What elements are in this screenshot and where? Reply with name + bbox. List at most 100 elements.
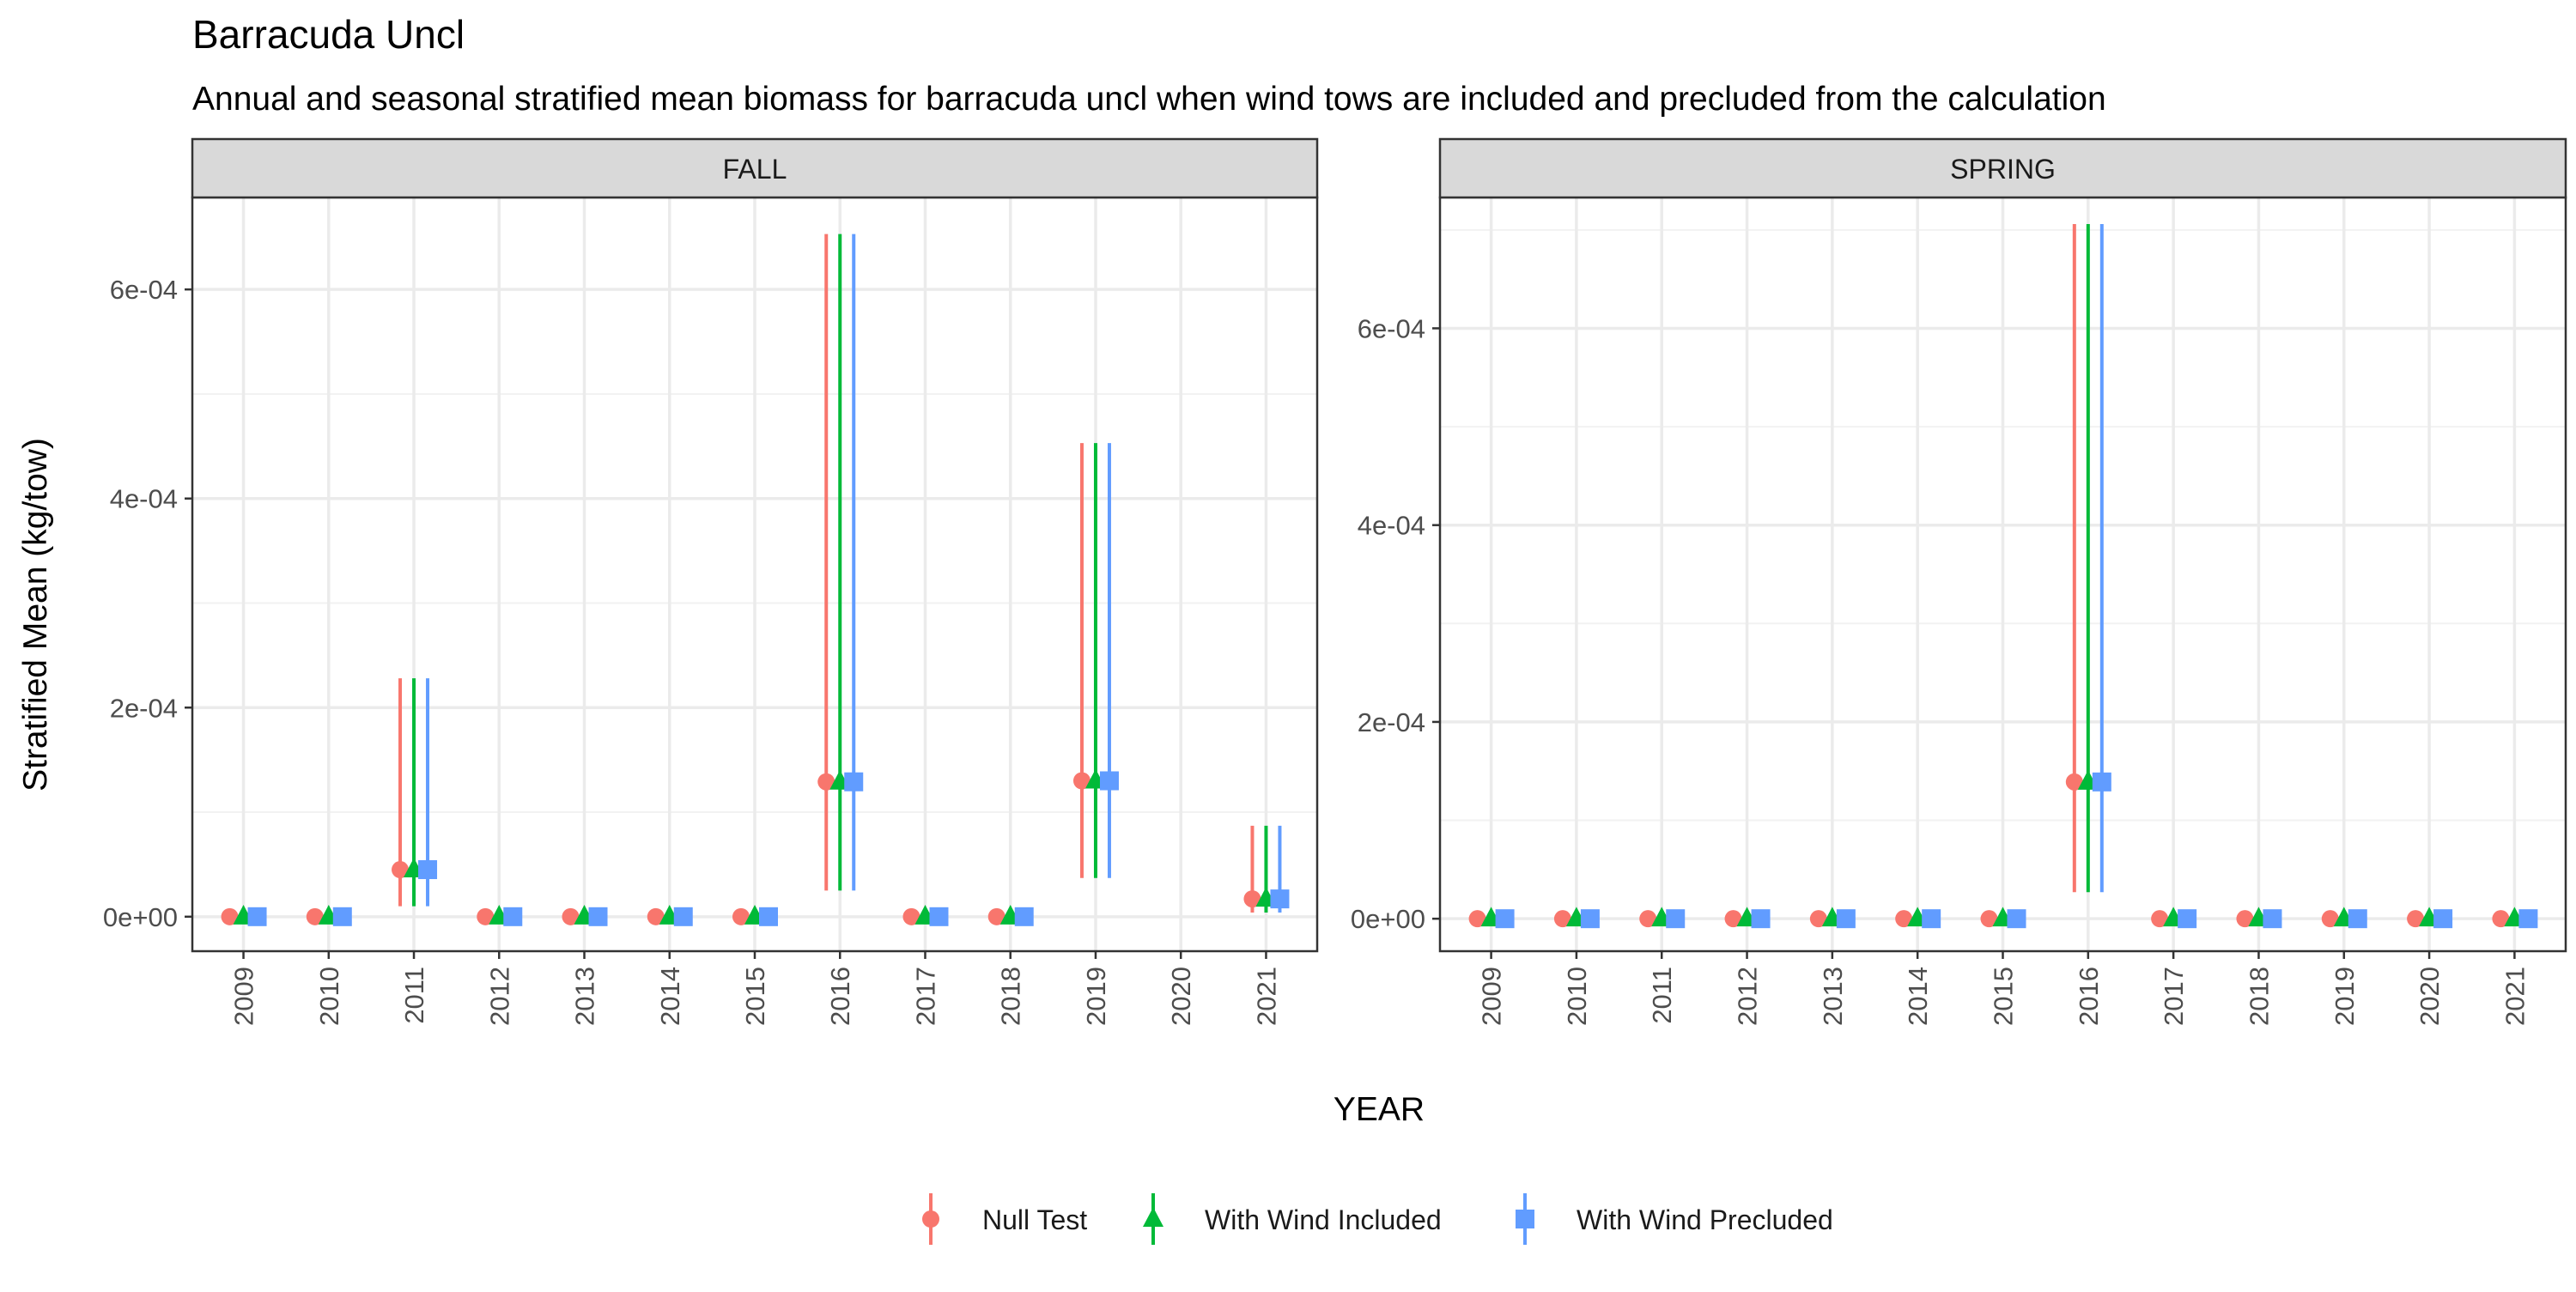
y-axis-label: Stratified Mean (kg/tow) <box>17 438 54 792</box>
x-tick-label: 2014 <box>655 967 685 1026</box>
data-point <box>2433 909 2453 929</box>
data-point <box>2321 910 2339 928</box>
data-point <box>2518 909 2538 929</box>
x-tick-label: 2016 <box>825 967 855 1026</box>
x-tick-label: 2014 <box>1903 967 1933 1026</box>
data-point <box>332 907 352 926</box>
x-tick-label: 2015 <box>740 967 770 1026</box>
x-tick-label: 2010 <box>1562 967 1592 1026</box>
y-tick-label: 2e-04 <box>110 693 178 723</box>
data-point <box>221 907 239 925</box>
x-tick-label: 2021 <box>1251 967 1281 1026</box>
chart-title: Barracuda Uncl <box>192 12 465 57</box>
data-point <box>2092 772 2111 792</box>
x-tick-label: 2016 <box>2074 967 2104 1026</box>
data-point <box>844 772 864 792</box>
data-point <box>1468 910 1486 928</box>
legend-item: With Wind Precluded <box>1516 1193 1833 1245</box>
x-tick-label: 2011 <box>399 967 429 1024</box>
data-point <box>1922 909 1941 929</box>
data-point <box>1072 772 1091 790</box>
data-point <box>1666 909 1686 929</box>
x-tick-label: 2015 <box>1989 967 2019 1026</box>
data-point <box>2151 910 2169 928</box>
x-tick-label: 2018 <box>2244 967 2274 1026</box>
data-point <box>562 907 580 925</box>
data-point <box>306 907 324 925</box>
x-tick-label: 2020 <box>1166 967 1196 1026</box>
panel-fall: FALL 0e+00 2e-04 4e-04 6e-04 2009 2010 2011 2012… <box>103 137 1319 1026</box>
x-axis-label: YEAR <box>1334 1091 1425 1128</box>
data-point <box>2263 909 2282 929</box>
legend-key-marker <box>1143 1207 1163 1227</box>
data-point <box>1243 890 1261 908</box>
x-tick-label: 2018 <box>996 967 1026 1026</box>
x-tick-label: 2021 <box>2500 967 2530 1026</box>
legend-key-marker <box>922 1210 939 1228</box>
x-tick-label: 2012 <box>1733 967 1763 1026</box>
legend-label: With Wind Precluded <box>1577 1204 1833 1235</box>
data-point <box>2407 910 2425 928</box>
data-point <box>759 907 778 926</box>
data-point <box>503 907 523 926</box>
facet-strip <box>191 137 1319 199</box>
data-point <box>1639 910 1657 928</box>
data-point <box>392 861 410 879</box>
data-point <box>1836 909 1856 929</box>
data-point <box>247 907 267 926</box>
facet-strip <box>1438 137 2567 199</box>
data-point <box>817 773 835 791</box>
legend-key-marker <box>1516 1210 1534 1228</box>
x-tick-label: 2009 <box>1477 967 1507 1026</box>
panel-spring: SPRING 0e+00 2e-04 4e-04 6e-04 2009 2010 2011 20… <box>1351 137 2567 1026</box>
data-point <box>732 907 750 925</box>
data-point <box>1014 907 1034 926</box>
data-point <box>2065 773 2083 791</box>
x-tick-label: 2017 <box>2159 967 2189 1026</box>
y-tick-label: 0e+00 <box>103 902 178 932</box>
y-tick-label: 0e+00 <box>1351 904 1425 934</box>
data-point <box>1895 910 1913 928</box>
x-tick-label: 2010 <box>314 967 344 1026</box>
data-point <box>1751 909 1771 929</box>
x-tick-label: 2017 <box>910 967 940 1026</box>
data-point <box>1809 910 1827 928</box>
data-point <box>477 907 495 925</box>
x-tick-label: 2019 <box>2330 967 2360 1026</box>
data-point <box>2007 909 2026 929</box>
data-point <box>902 907 920 925</box>
legend-item: Null Test <box>922 1193 1087 1245</box>
data-point <box>987 907 1005 925</box>
panels: FALL 0e+00 2e-04 4e-04 6e-04 2009 2010 2011 2012… <box>103 137 2567 1026</box>
data-point <box>647 907 665 925</box>
facet-strip-label: FALL <box>723 154 787 185</box>
data-point <box>1270 889 1290 909</box>
data-point <box>2492 910 2510 928</box>
y-tick-label: 2e-04 <box>1358 707 1425 737</box>
data-point <box>1724 910 1742 928</box>
x-tick-label: 2013 <box>1818 967 1848 1026</box>
y-tick-label: 4e-04 <box>110 484 178 514</box>
data-point <box>588 907 608 926</box>
x-tick-label: 2020 <box>2415 967 2445 1026</box>
data-point <box>673 907 693 926</box>
legend-label: Null Test <box>982 1204 1087 1235</box>
legend-item: With Wind Included <box>1143 1193 1442 1245</box>
chart-subtitle: Annual and seasonal stratified mean biom… <box>192 81 2106 118</box>
data-point <box>418 860 438 880</box>
y-tick-label: 4e-04 <box>1358 511 1425 541</box>
x-tick-label: 2011 <box>1647 967 1677 1024</box>
data-point <box>1980 910 1998 928</box>
legend: Null Test With Wind Included With Wind Pre… <box>922 1193 1833 1245</box>
data-point <box>1580 909 1600 929</box>
facet-strip-label: SPRING <box>1950 154 2056 185</box>
data-point <box>2236 910 2254 928</box>
y-tick-label: 6e-04 <box>110 275 178 305</box>
data-point <box>1099 771 1119 791</box>
data-point <box>2178 909 2197 929</box>
data-point <box>1553 910 1571 928</box>
x-tick-label: 2012 <box>484 967 514 1026</box>
x-tick-label: 2013 <box>570 967 600 1026</box>
